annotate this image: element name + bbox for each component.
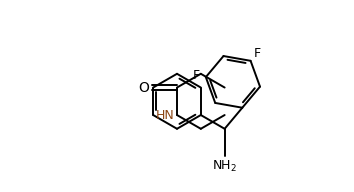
Text: F: F bbox=[253, 47, 261, 60]
Text: F: F bbox=[193, 69, 200, 82]
Text: NH$_2$: NH$_2$ bbox=[212, 159, 237, 174]
Text: HN: HN bbox=[155, 108, 174, 122]
Text: O: O bbox=[139, 80, 149, 94]
